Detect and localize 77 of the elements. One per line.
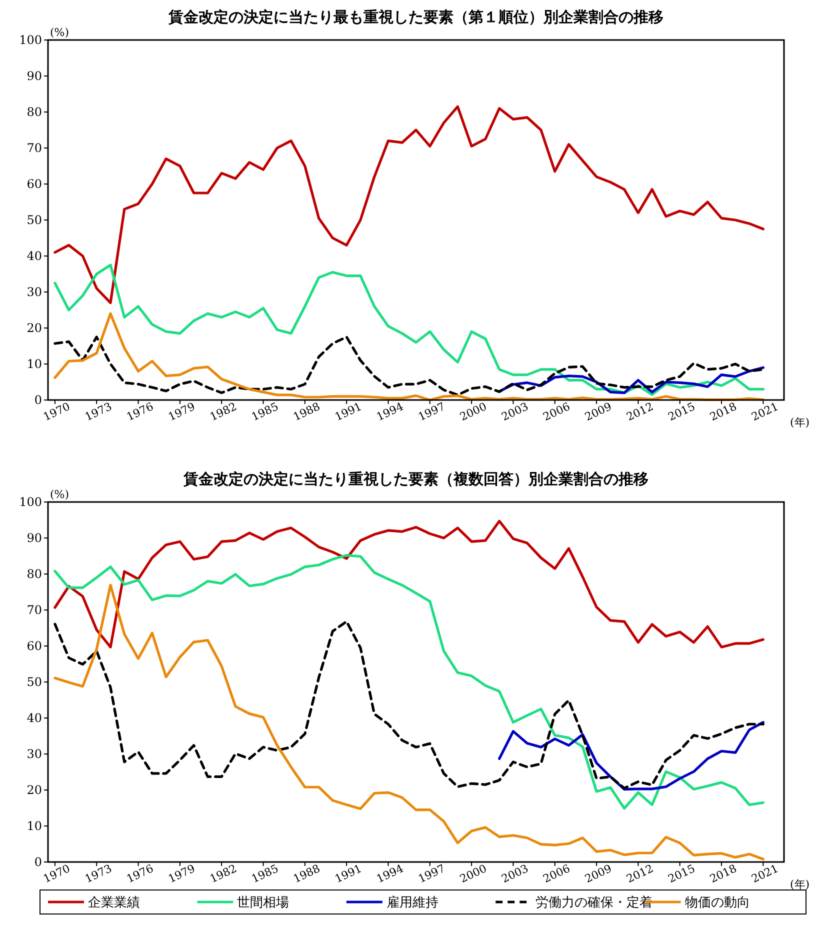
y-axis-title: (%) [50,26,70,39]
x-tick-label: 1970 [41,400,72,424]
line-series [54,584,764,860]
x-tick-label: 1988 [291,400,322,424]
x-tick-label: 2012 [624,862,656,886]
y-tick-label: 90 [26,531,42,546]
line-series [54,264,764,396]
x-tick-label: 1982 [208,862,239,886]
x-tick-label: 1997 [416,862,448,886]
x-tick-label: 2015 [666,400,698,424]
line-series [498,721,764,791]
line-series [54,554,764,810]
y-tick-label: 70 [26,603,42,618]
line-series [54,105,764,304]
y-tick-label: 60 [26,639,42,654]
x-tick-label: 1976 [124,862,156,886]
x-tick-label: 1982 [208,400,239,424]
y-tick-label: 60 [26,177,42,192]
x-tick-label: 1979 [166,400,198,424]
x-tick-label: 2006 [541,400,572,424]
x-tick-label: 1985 [250,862,280,886]
x-tick-label: 1976 [124,400,156,424]
x-axis-title: (年) [790,416,810,429]
x-tick-label: 1994 [374,400,406,424]
legend-label: 物価の動向 [684,896,750,911]
y-tick-label: 10 [26,819,42,834]
line-series [54,312,764,402]
y-tick-label: 50 [26,213,42,228]
legend-label: 雇用維持 [386,894,438,911]
x-tick-label: 1985 [250,400,280,424]
y-tick-label: 80 [26,567,42,582]
x-tick-label: 2009 [582,400,614,424]
chart-title: 賃金改定の決定に当たり重視した要素（複数回答）別企業割合の推移 [182,470,648,488]
x-tick-label: 2021 [750,400,780,424]
y-tick-label: 50 [26,675,42,690]
y-tick-label: 20 [26,321,42,336]
legend-label: 世間相場 [237,896,290,911]
x-tick-label: 1997 [416,400,448,424]
x-tick-label: 2018 [708,400,739,424]
line-series [54,520,764,648]
x-tick-label: 1994 [374,862,406,886]
y-tick-label: 70 [26,141,42,156]
x-tick-label: 1979 [166,862,198,886]
x-tick-label: 2000 [458,862,489,886]
line-series [54,620,764,790]
line-series [54,336,764,396]
y-tick-label: 40 [26,711,42,726]
y-tick-label: 100 [19,33,42,48]
x-tick-label: 2009 [582,862,614,886]
x-tick-label: 1973 [82,400,114,424]
x-tick-label: 2006 [541,862,572,886]
y-axis-title: (%) [50,488,70,501]
y-tick-label: 40 [26,249,42,264]
x-tick-label: 2003 [500,400,530,424]
x-tick-label: 2003 [500,862,530,886]
y-tick-label: 100 [19,495,42,510]
y-tick-label: 90 [26,69,42,84]
y-tick-label: 10 [26,357,42,372]
x-tick-label: 2021 [750,862,780,886]
y-tick-label: 0 [34,855,42,870]
x-tick-label: 2015 [666,862,698,886]
y-tick-label: 30 [26,285,42,300]
x-tick-label: 2018 [708,862,739,886]
x-tick-label: 1988 [291,862,322,886]
y-tick-label: 0 [34,393,42,408]
x-tick-label: 1970 [41,862,72,886]
x-tick-label: 2000 [458,400,489,424]
legend-label: 企業業績 [88,896,140,911]
x-tick-label: 1991 [332,400,364,424]
y-tick-label: 20 [26,783,42,798]
x-tick-label: 1991 [332,862,364,886]
x-tick-label: 2012 [624,400,656,424]
x-axis-title: (年) [790,878,810,891]
y-tick-label: 80 [26,105,42,120]
x-tick-label: 1973 [82,862,114,886]
y-tick-label: 30 [26,747,42,762]
chart-title: 賃金改定の決定に当たり最も重視した要素（第１順位）別企業割合の推移 [168,8,664,26]
